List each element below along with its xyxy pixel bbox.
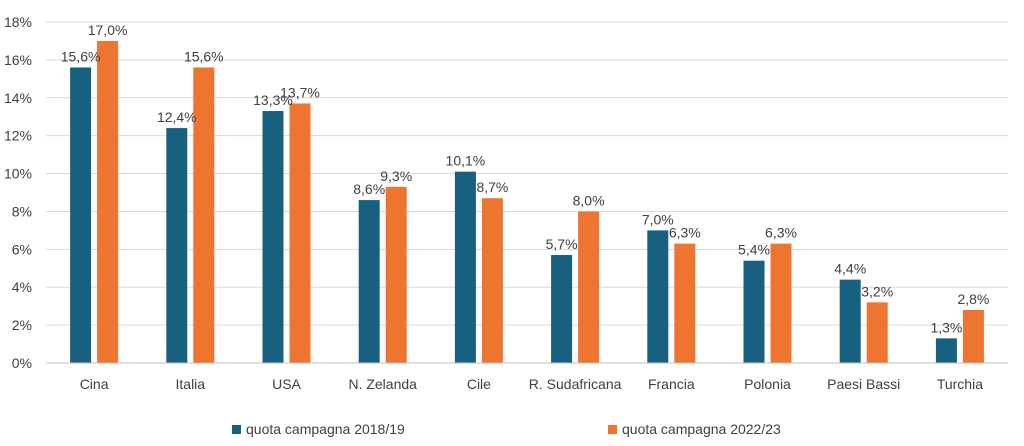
x-tick-label: Turchia: [937, 376, 983, 392]
data-label: 6,3%: [765, 225, 797, 241]
bar: [839, 279, 861, 363]
gridlines: [46, 21, 1008, 326]
bar: [866, 302, 888, 363]
x-tick-label: Paesi Bassi: [827, 376, 900, 392]
bar: [770, 243, 792, 363]
legend-swatch: [608, 425, 617, 434]
data-label: 9,3%: [380, 168, 412, 184]
legend-label: quota campagna 2018/19: [246, 421, 405, 437]
bar: [289, 103, 311, 363]
data-label: 15,6%: [61, 48, 101, 64]
data-label: 8,0%: [573, 192, 605, 208]
y-tick-label: 6%: [12, 241, 32, 257]
data-label: 13,7%: [280, 84, 320, 100]
data-label: 5,7%: [546, 236, 578, 252]
bar: [578, 211, 600, 363]
data-label: 13,3%: [253, 92, 293, 108]
y-tick-label: 0%: [12, 355, 32, 371]
bar: [97, 40, 119, 363]
data-label: 15,6%: [184, 48, 224, 64]
data-label: 10,1%: [446, 153, 486, 169]
bar: [647, 230, 669, 363]
legend-swatch: [232, 425, 241, 434]
bar: [193, 67, 215, 363]
legend: quota campagna 2018/19 quota campagna 202…: [232, 421, 781, 437]
x-tick-label: USA: [272, 376, 301, 392]
bar: [385, 186, 407, 363]
bar: [454, 171, 476, 363]
bar: [935, 338, 957, 363]
bar: [551, 255, 573, 363]
bars: [70, 40, 984, 364]
bar: [743, 260, 765, 363]
x-tick-label: Cile: [467, 376, 491, 392]
data-label: 2,8%: [957, 291, 989, 307]
bar: [166, 128, 188, 363]
x-tick-label: Italia: [176, 376, 206, 392]
data-label: 3,2%: [861, 283, 893, 299]
data-label: 1,3%: [930, 319, 962, 335]
y-tick-label: 8%: [12, 203, 32, 219]
data-label: 8,7%: [476, 179, 508, 195]
x-axis-ticks: Cina Italia USA N. Zelanda Cile R. Sudafrican…: [80, 376, 983, 392]
data-label: 6,3%: [669, 225, 701, 241]
bar: [481, 198, 503, 363]
y-tick-label: 12%: [4, 128, 32, 144]
bar: [674, 243, 696, 363]
data-label: 4,4%: [834, 261, 866, 277]
x-tick-label: Francia: [648, 376, 695, 392]
bar: [358, 200, 380, 363]
y-tick-label: 16%: [4, 52, 32, 68]
y-tick-label: 14%: [4, 90, 32, 106]
data-labels: 15,6% 17,0% 12,4% 15,6% 13,3%13,7% 8,6%9,3% 10…: [61, 22, 990, 335]
data-label: 7,0%: [642, 211, 674, 227]
x-tick-label: R. Sudafricana: [529, 376, 622, 392]
y-tick-label: 4%: [12, 279, 32, 295]
y-tick-label: 18%: [4, 14, 32, 30]
bar: [262, 111, 284, 364]
legend-label: quota campagna 2022/23: [622, 421, 781, 437]
x-tick-label: Cina: [80, 376, 109, 392]
y-axis-ticks: 0% 2% 4% 6% 8% 10% 12% 14% 16% 18%: [4, 14, 32, 371]
x-tick-label: Polonia: [744, 376, 791, 392]
bar: [70, 67, 92, 363]
y-tick-label: 2%: [12, 317, 32, 333]
data-label: 12,4%: [157, 109, 197, 125]
data-label: 17,0%: [88, 22, 128, 38]
bar: [962, 309, 984, 363]
data-label: 5,4%: [738, 242, 770, 258]
data-label: 8,6%: [353, 181, 385, 197]
x-tick-label: N. Zelanda: [348, 376, 417, 392]
y-tick-label: 10%: [4, 166, 32, 182]
